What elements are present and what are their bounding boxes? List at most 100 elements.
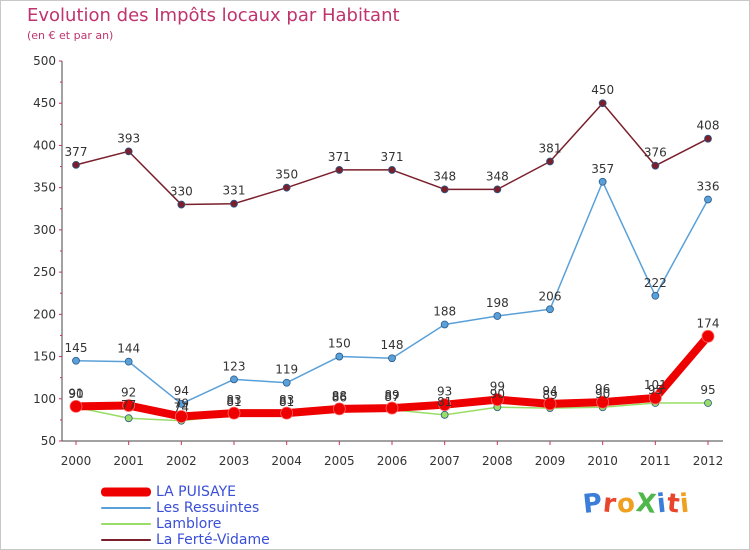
data-label-1: 94 (174, 384, 189, 398)
series-point-3 (598, 99, 607, 108)
series-point-3 (493, 185, 502, 194)
x-tick-label: 2002 (166, 454, 197, 468)
data-label-1: 150 (328, 337, 351, 351)
series-point-1 (72, 356, 80, 365)
data-label-0: 89 (384, 388, 399, 402)
x-tick-label: 2000 (61, 454, 92, 468)
data-label-2: 90 (595, 387, 610, 401)
series-point-0 (174, 410, 188, 423)
data-label-1: 144 (117, 342, 140, 356)
legend-label: LA PUISAYE (156, 484, 237, 500)
series-point-0 (596, 395, 610, 409)
data-label-3: 348 (433, 169, 456, 183)
data-label-0: 83 (279, 393, 294, 407)
logo-letter: X (634, 487, 659, 521)
data-label-0: 92 (121, 386, 136, 400)
data-label-1: 123 (223, 359, 246, 373)
data-label-3: 371 (328, 150, 351, 164)
data-label-2: 81 (279, 395, 294, 409)
data-label-3: 376 (644, 146, 667, 160)
chart-subtitle: (en € et par an) (27, 29, 114, 42)
data-label-2: 81 (226, 395, 241, 409)
series-point-2 (704, 399, 712, 407)
x-tick-label: 2012 (693, 454, 724, 468)
chart-plot: 50 100 150 200 250 300 350 400 450 500 2000 2001 200… (33, 54, 724, 468)
y-tick-label: 450 (33, 96, 56, 110)
data-label-3: 330 (170, 185, 193, 199)
series-point-3 (440, 185, 449, 194)
series-point-3 (335, 166, 344, 174)
y-tick-label: 500 (33, 54, 56, 68)
series-point-1 (651, 291, 660, 300)
data-label-0: 174 (697, 316, 720, 330)
data-label-2: 87 (384, 390, 399, 404)
y-tick-label: 400 (33, 138, 56, 152)
data-label-2: 95 (700, 383, 715, 397)
data-label-1: 148 (381, 338, 404, 352)
series-point-3 (282, 183, 291, 192)
series-point-1 (230, 375, 238, 384)
data-label-1: 336 (697, 179, 720, 193)
x-tick-label: 2009 (535, 454, 566, 468)
y-tick-label: 100 (33, 392, 56, 406)
series-point-0 (69, 399, 83, 413)
series-point-3 (704, 134, 712, 143)
data-label-3: 381 (539, 141, 562, 155)
data-label-2: 89 (542, 388, 557, 402)
data-label-3: 348 (486, 169, 509, 183)
data-label-0: 94 (542, 384, 557, 398)
data-label-2: 77 (121, 398, 136, 412)
series-point-3 (124, 147, 133, 156)
x-tick-label: 2001 (113, 454, 144, 468)
data-label-3: 408 (697, 119, 720, 133)
data-label-0: 88 (332, 389, 347, 403)
series-point-0 (280, 406, 294, 420)
data-label-1: 206 (539, 289, 562, 303)
x-tick-label: 2004 (271, 454, 302, 468)
series-point-1 (177, 399, 186, 408)
data-label-3: 331 (223, 184, 246, 198)
data-label-0: 91 (68, 386, 83, 400)
series-point-0 (227, 406, 241, 420)
series-point-0 (122, 399, 136, 412)
y-tick-label: 150 (33, 350, 56, 364)
x-tick-label: 2005 (324, 454, 355, 468)
legend-swatch (101, 487, 151, 497)
series-point-3 (651, 161, 660, 170)
data-label-2: 95 (648, 383, 663, 397)
series-point-1 (440, 320, 449, 329)
legend-swatch (101, 507, 151, 509)
legend-swatch (101, 539, 151, 541)
x-tick-label: 2003 (219, 454, 250, 468)
data-label-1: 188 (433, 304, 456, 318)
x-tick-label: 2010 (587, 454, 618, 468)
x-tick-label: 2008 (482, 454, 513, 468)
x-tick-label: 2011 (640, 454, 671, 468)
data-label-2: 81 (437, 395, 452, 409)
series-point-0 (543, 397, 557, 411)
series-point-0 (438, 398, 452, 412)
data-label-1: 222 (644, 276, 667, 290)
data-label-1: 198 (486, 296, 509, 310)
data-label-2: 74 (174, 401, 189, 415)
series-point-1 (388, 354, 396, 363)
data-label-1: 357 (591, 162, 614, 176)
series-point-3 (230, 199, 238, 208)
y-tick-label: 50 (41, 434, 56, 448)
data-label-3: 371 (381, 150, 404, 164)
series-point-1 (598, 177, 607, 186)
data-label-2: 90 (490, 387, 505, 401)
y-tick-label: 200 (33, 307, 56, 321)
series-point-3 (388, 166, 396, 174)
series-point-1 (704, 195, 712, 204)
data-label-0: 79 (174, 397, 189, 411)
data-label-2: 86 (332, 391, 347, 405)
proxiti-logo: ProXiti (581, 487, 692, 521)
legend-label: La Ferté-Vidame (156, 532, 270, 548)
series-point-1 (282, 378, 291, 387)
data-label-1: 145 (65, 341, 88, 355)
legend-swatch (101, 523, 151, 525)
data-label-3: 350 (275, 168, 298, 182)
logo-letter: i (678, 488, 692, 520)
